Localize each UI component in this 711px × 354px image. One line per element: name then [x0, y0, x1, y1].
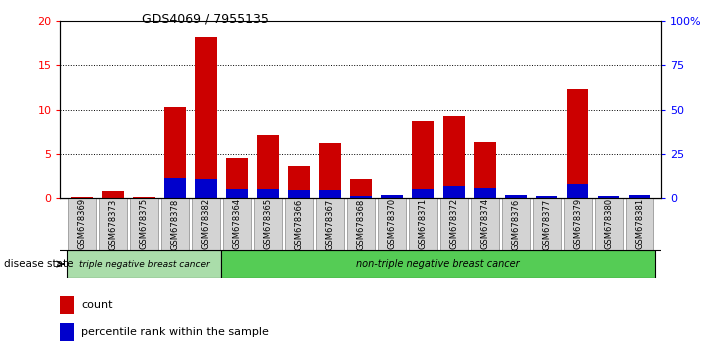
Bar [130, 198, 158, 250]
Bar [164, 178, 186, 198]
Text: GSM678377: GSM678377 [542, 198, 551, 250]
Text: non-triple negative breast cancer: non-triple negative breast cancer [356, 259, 520, 269]
Bar [99, 198, 127, 250]
Bar [505, 195, 527, 198]
Bar [533, 198, 560, 250]
Bar [502, 198, 530, 250]
Bar [536, 195, 557, 198]
Bar [564, 198, 592, 250]
Bar [381, 196, 402, 198]
Text: GSM678382: GSM678382 [201, 198, 210, 250]
Text: GSM678374: GSM678374 [480, 198, 489, 250]
Bar [68, 198, 96, 250]
Bar [60, 296, 74, 314]
Bar [347, 198, 375, 250]
Text: GSM678373: GSM678373 [109, 198, 117, 250]
Bar [226, 158, 248, 198]
Bar [378, 198, 406, 250]
Bar [226, 188, 248, 198]
Text: GSM678366: GSM678366 [294, 198, 304, 250]
Bar [536, 196, 557, 198]
Text: GSM678379: GSM678379 [573, 198, 582, 250]
Bar [192, 198, 220, 250]
Bar [412, 188, 434, 198]
Bar [254, 198, 282, 250]
Bar [381, 195, 402, 198]
Bar [598, 195, 619, 198]
Text: GSM678367: GSM678367 [326, 198, 334, 250]
Text: GSM678368: GSM678368 [356, 198, 365, 250]
Bar [443, 116, 464, 198]
Text: triple negative breast cancer: triple negative breast cancer [79, 259, 210, 269]
Bar [102, 191, 124, 198]
Bar [350, 179, 372, 198]
Bar [350, 195, 372, 198]
Bar [412, 121, 434, 198]
Text: GSM678369: GSM678369 [77, 198, 87, 250]
Bar [257, 135, 279, 198]
Text: GSM678376: GSM678376 [511, 198, 520, 250]
Text: percentile rank within the sample: percentile rank within the sample [82, 327, 269, 337]
Text: disease state: disease state [4, 259, 73, 269]
Bar [319, 190, 341, 198]
Bar [567, 184, 589, 198]
Text: GSM678381: GSM678381 [635, 198, 644, 250]
Text: GSM678364: GSM678364 [232, 198, 242, 250]
Bar [67, 250, 221, 278]
Bar [161, 198, 189, 250]
Bar [629, 195, 651, 198]
Text: GSM678371: GSM678371 [418, 198, 427, 250]
Bar [626, 198, 653, 250]
Bar [440, 198, 468, 250]
Bar [288, 166, 310, 198]
Text: GSM678378: GSM678378 [171, 198, 179, 250]
Bar [474, 142, 496, 198]
Bar [223, 198, 251, 250]
Bar [316, 198, 344, 250]
Bar [567, 88, 589, 198]
Bar [409, 198, 437, 250]
Bar [443, 186, 464, 198]
Bar [471, 198, 498, 250]
Bar [195, 179, 217, 198]
Text: GDS4069 / 7955135: GDS4069 / 7955135 [142, 12, 269, 25]
Bar [474, 188, 496, 198]
Bar [285, 198, 313, 250]
Text: GSM678380: GSM678380 [604, 198, 613, 250]
Bar [629, 195, 651, 198]
Text: GSM678375: GSM678375 [139, 198, 149, 250]
Bar [164, 107, 186, 198]
Text: GSM678370: GSM678370 [387, 198, 396, 250]
Bar [257, 189, 279, 198]
Text: count: count [82, 300, 113, 310]
Text: GSM678372: GSM678372 [449, 198, 458, 250]
Bar [195, 37, 217, 198]
Text: GSM678365: GSM678365 [264, 198, 272, 250]
Bar [319, 143, 341, 198]
Bar [60, 323, 74, 341]
Bar [288, 190, 310, 198]
Bar [594, 198, 623, 250]
Bar [221, 250, 655, 278]
